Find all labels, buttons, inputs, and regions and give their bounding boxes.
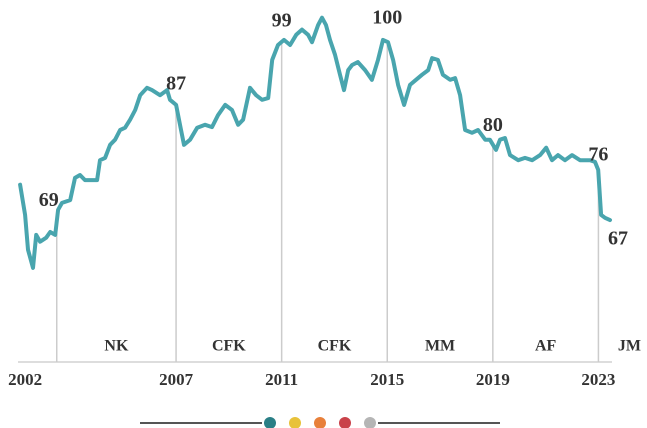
annotation: 76	[588, 144, 608, 166]
period-label: CFK	[318, 338, 352, 355]
x-tick-label: 2023	[581, 370, 615, 389]
indicator-dot[interactable]	[264, 417, 276, 428]
annotation: 87	[166, 72, 186, 94]
x-tick-label: 2002	[8, 370, 42, 389]
annotation: 69	[39, 189, 59, 211]
period-label: MM	[425, 338, 455, 355]
x-tick-label: 2015	[370, 370, 404, 389]
x-tick-label: 2007	[159, 370, 194, 389]
indicator-dot[interactable]	[289, 417, 301, 428]
indicator-dot[interactable]	[364, 417, 376, 428]
x-tick-label: 2011	[265, 370, 298, 389]
indicator-dot[interactable]	[339, 417, 351, 428]
data-line	[18, 15, 612, 270]
period-label: CFK	[212, 338, 246, 355]
annotation: 67	[608, 228, 628, 250]
annotation: 99	[272, 10, 292, 32]
annotation: 80	[483, 114, 503, 136]
carousel-indicator	[140, 417, 500, 428]
indicator-dot[interactable]	[314, 417, 326, 428]
period-label: JM	[618, 338, 641, 355]
x-tick-label: 2019	[476, 370, 510, 389]
period-label: AF	[535, 338, 557, 355]
annotation: 100	[372, 6, 402, 28]
period-label: NK	[104, 338, 129, 355]
